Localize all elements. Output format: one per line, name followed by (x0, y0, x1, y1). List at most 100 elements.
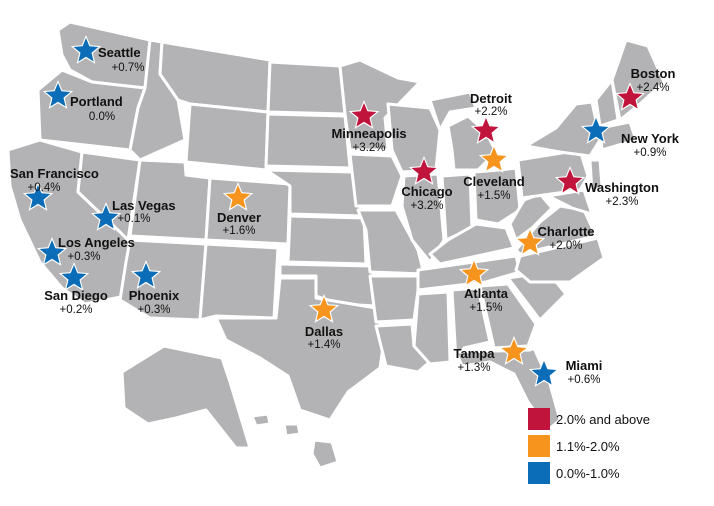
city-marker-tampa: Tampa+1.3% (454, 336, 530, 374)
city-name: Phoenix (129, 288, 180, 303)
legend-swatch (528, 462, 550, 484)
city-marker-seattle: Seattle +0.7% (70, 35, 145, 74)
city-name: San Diego (44, 288, 108, 303)
city-name: Charlotte (537, 224, 594, 239)
city-marker-dallas: Dallas+1.4% (305, 294, 343, 351)
city-value: +0.4% (28, 182, 61, 194)
city-marker-new-york: New York+0.9% (580, 115, 680, 159)
state-wi (386, 102, 442, 174)
city-marker-cleveland: Cleveland+1.5% (463, 144, 525, 202)
state-ia (348, 152, 404, 208)
state-ar (368, 274, 422, 324)
city-value: +1.4% (308, 339, 341, 351)
city-name: Miami (566, 358, 603, 373)
state-ca (6, 138, 132, 306)
state-mn (338, 58, 422, 152)
star-icon (93, 205, 119, 229)
city-marker-chicago: Chicago+3.2% (401, 156, 453, 212)
city-value: +1.3% (458, 362, 491, 374)
star-icon (225, 185, 251, 209)
state-tx (214, 276, 386, 422)
city-marker-los-angeles: Los Angeles+0.3% (36, 235, 135, 266)
city-value: +2.2% (475, 106, 508, 118)
state-sd (264, 112, 352, 170)
state-nd (266, 60, 347, 116)
star-icon (501, 339, 527, 363)
state-hi-1 (250, 412, 272, 428)
star-icon (481, 147, 507, 171)
legend-item: 2.0% and above (528, 408, 650, 430)
city-marker-denver: Denver+1.6% (217, 182, 261, 237)
legend: 2.0% and above 1.1%-2.0% 0.0%-1.0% (528, 408, 650, 484)
city-value: +0.3% (68, 251, 101, 263)
city-marker-portland: Portland 0.0% (42, 80, 123, 123)
city-name: Portland (70, 94, 123, 109)
state-il (400, 172, 446, 264)
state-hi-2 (282, 422, 302, 438)
star-icon (311, 297, 337, 321)
city-value: +2.3% (606, 196, 639, 208)
star-icon (531, 361, 557, 385)
city-name: San Francisco (10, 166, 99, 181)
city-marker-miami: Miami+0.6% (528, 358, 603, 387)
state-nm (198, 242, 280, 322)
star-icon (39, 240, 65, 264)
state-wv (508, 192, 554, 242)
city-name: Dallas (305, 324, 343, 339)
city-marker-boston: Boston+2.4% (614, 66, 676, 111)
city-name: Washington (585, 180, 659, 195)
city-name: Detroit (470, 91, 513, 106)
city-value: +2.4% (637, 82, 670, 94)
city-name: New York (621, 131, 680, 146)
star-icon (473, 118, 499, 142)
legend-label: 2.0% and above (556, 412, 650, 427)
legend-label: 1.1%-2.0% (556, 439, 620, 454)
state-wy (184, 102, 270, 172)
star-icon (461, 261, 487, 285)
city-marker-las-vegas: Las Vegas+0.1% (90, 198, 176, 231)
city-name: Denver (217, 210, 261, 225)
city-value: +0.7% (112, 62, 145, 74)
star-icon (557, 169, 583, 193)
legend-swatch (528, 408, 550, 430)
city-marker-minneapolis: Minneapolis+3.2% (331, 100, 407, 154)
star-icon (411, 159, 437, 183)
state-nj (588, 158, 604, 196)
state-nc (514, 236, 606, 284)
city-name: Tampa (454, 346, 496, 361)
state-al (450, 286, 492, 364)
city-marker-san-diego: San Diego+0.2% (44, 262, 108, 316)
city-value: +2.0% (550, 240, 583, 252)
city-value: +1.5% (478, 190, 511, 202)
state-mi (428, 90, 478, 132)
city-marker-san-francisco: San Francisco+0.4% (10, 166, 99, 211)
legend-item: 1.1%-2.0% (528, 435, 620, 457)
star-icon (25, 185, 51, 209)
city-marker-charlotte: Charlotte+2.0% (514, 224, 595, 256)
city-name: Chicago (401, 184, 452, 199)
city-value: +3.2% (411, 200, 444, 212)
city-value: +1.5% (470, 302, 503, 314)
city-name: Los Angeles (58, 235, 135, 250)
city-value: +0.9% (634, 147, 667, 159)
state-ks (286, 214, 368, 266)
city-name: Boston (631, 66, 676, 81)
legend-label: 0.0%-1.0% (556, 466, 620, 481)
city-value: +0.1% (118, 213, 151, 225)
city-value: +0.2% (60, 304, 93, 316)
star-icon (517, 230, 543, 254)
state-ak (120, 344, 252, 450)
city-value: +1.6% (223, 225, 256, 237)
state-vt-nh (594, 78, 620, 128)
city-marker-detroit: Detroit+2.2% (470, 91, 513, 144)
city-name: Seattle (98, 45, 141, 60)
state-md-de (546, 188, 594, 216)
legend-swatch (528, 435, 550, 457)
star-icon (583, 118, 609, 142)
legend-item: 0.0%-1.0% (528, 462, 620, 484)
star-icon (73, 38, 99, 62)
state-ky (428, 222, 516, 266)
state-ne (264, 168, 364, 218)
city-value: +0.3% (138, 304, 171, 316)
